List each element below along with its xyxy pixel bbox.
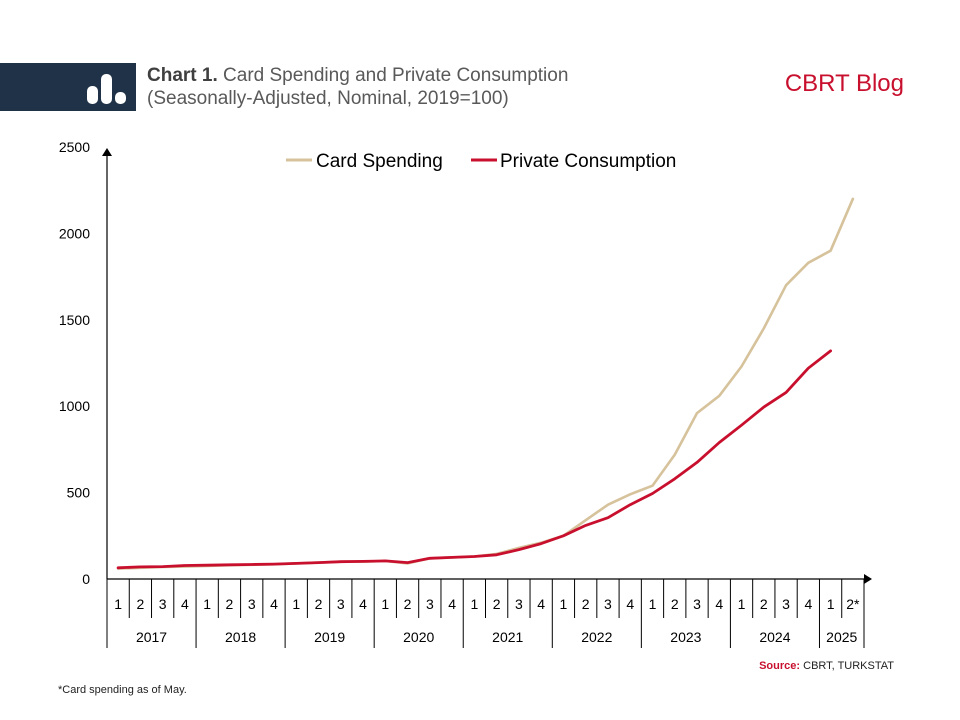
quarter-label: 3 (159, 596, 167, 612)
quarter-label: 4 (448, 596, 456, 612)
quarter-label: 2 (582, 596, 590, 612)
quarter-label: 1 (470, 596, 478, 612)
quarter-label: 4 (270, 596, 278, 612)
x-axis-arrow (864, 574, 872, 584)
year-label: 2025 (826, 629, 857, 645)
quarter-label: 2 (226, 596, 234, 612)
quarter-label: 3 (337, 596, 345, 612)
header-band (0, 63, 136, 111)
y-axis-arrow (102, 148, 112, 156)
y-tick-label: 1000 (59, 398, 90, 414)
quarter-label: 2 (493, 596, 501, 612)
quarter-label: 3 (515, 596, 523, 612)
quarter-label: 3 (782, 596, 790, 612)
source-note: Source: CBRT, TURKSTAT (759, 660, 894, 672)
quarter-label: 2 (760, 596, 768, 612)
quarter-label: 4 (626, 596, 634, 612)
quarter-label: 1 (292, 596, 300, 612)
y-tick-label: 1500 (59, 312, 90, 328)
quarter-label: 2 (315, 596, 323, 612)
source-text: CBRT, TURKSTAT (803, 660, 894, 672)
year-label: 2017 (136, 629, 167, 645)
brand-label: CBRT Blog (784, 70, 904, 97)
year-label: 2018 (225, 629, 256, 645)
quarter-label: 2 (671, 596, 679, 612)
series-line-private-consumption (116, 349, 832, 570)
quarter-label: 1 (114, 596, 122, 612)
y-tick-label: 2500 (59, 139, 90, 155)
chart-subtitle: (Seasonally-Adjusted, Nominal, 2019=100) (147, 88, 509, 109)
y-tick-label: 2000 (59, 225, 90, 241)
year-label: 2023 (670, 629, 701, 645)
quarter-label: 3 (604, 596, 612, 612)
quarter-label: 2* (846, 596, 860, 612)
y-tick-label: 500 (67, 485, 91, 501)
year-label: 2024 (759, 629, 790, 645)
quarter-label: 2 (136, 596, 144, 612)
quarter-label: 3 (248, 596, 256, 612)
chart-number: Chart 1. (147, 65, 218, 86)
quarter-label: 1 (738, 596, 746, 612)
year-label: 2019 (314, 629, 345, 645)
legend-label: Private Consumption (500, 151, 676, 172)
legend-label: Card Spending (316, 151, 443, 172)
quarter-label: 3 (693, 596, 701, 612)
y-tick-label: 0 (82, 571, 90, 587)
quarter-label: 4 (804, 596, 812, 612)
quarter-label: 1 (649, 596, 657, 612)
quarter-label: 4 (537, 596, 545, 612)
quarter-label: 2 (404, 596, 412, 612)
quarter-label: 3 (426, 596, 434, 612)
source-label: Source: (759, 660, 801, 672)
chart-title: Chart 1. Card Spending and Private Consu… (147, 64, 707, 110)
quarter-label: 4 (359, 596, 367, 612)
year-label: 2020 (403, 629, 434, 645)
year-label: 2022 (581, 629, 612, 645)
footnote: *Card spending as of May. (58, 684, 187, 696)
year-label: 2021 (492, 629, 523, 645)
quarter-label: 1 (560, 596, 568, 612)
quarter-label: 4 (181, 596, 189, 612)
quarter-label: 1 (381, 596, 389, 612)
quarter-label: 1 (827, 596, 835, 612)
bar-chart-logo-icon (87, 74, 126, 104)
chart-title-text: Card Spending and Private Consumption (223, 65, 569, 86)
quarter-label: 4 (715, 596, 723, 612)
series-line-card-spending (116, 197, 855, 570)
quarter-label: 1 (203, 596, 211, 612)
